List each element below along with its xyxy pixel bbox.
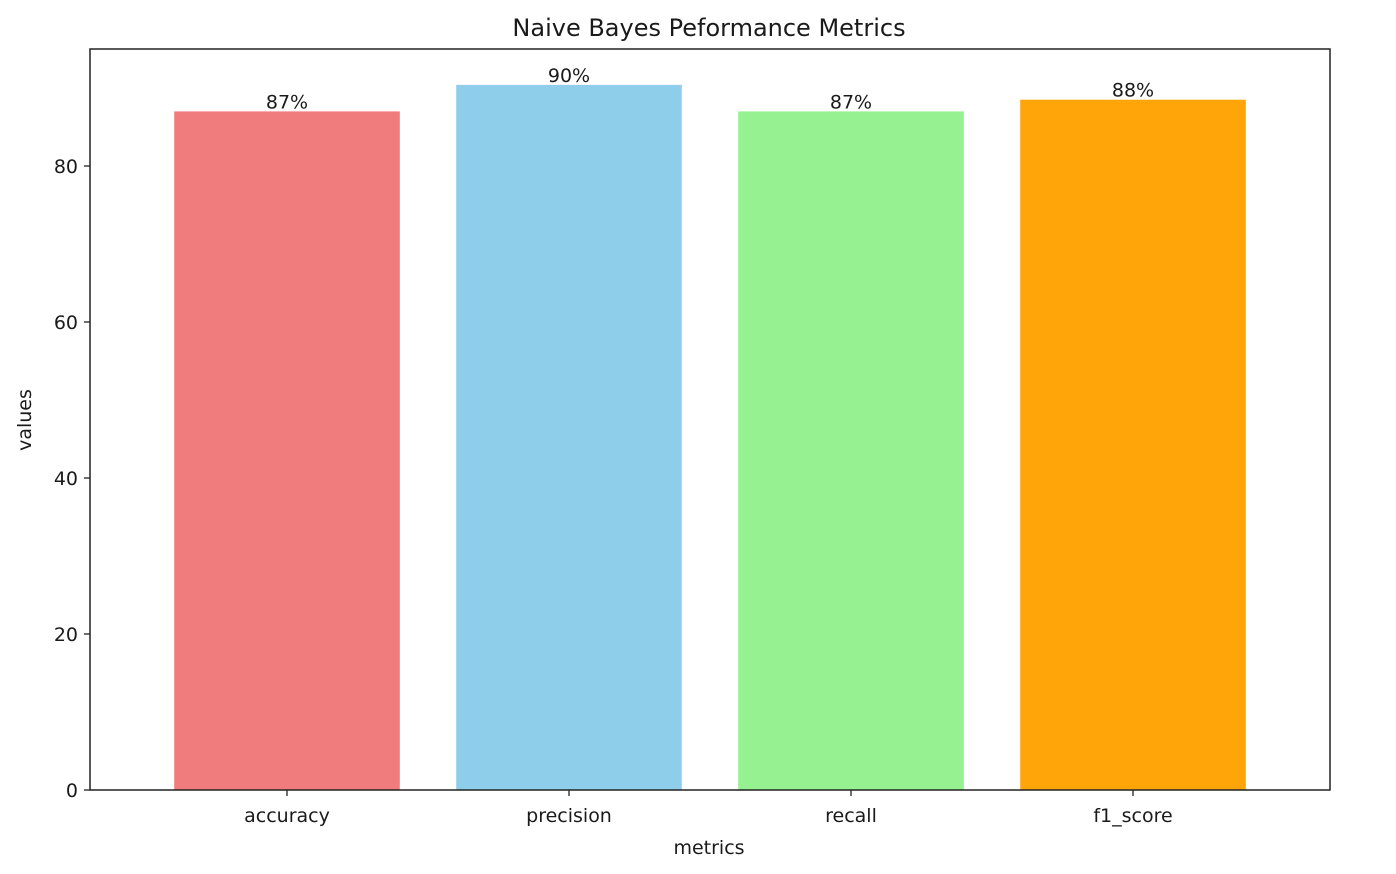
- x-tick-label: recall: [825, 805, 877, 827]
- y-tick-label: 60: [54, 312, 78, 334]
- x-axis-ticks: accuracy precision recall f1_score: [244, 790, 1173, 827]
- y-tick-label: 0: [66, 780, 78, 802]
- y-axis-label: values: [14, 389, 36, 451]
- x-tick-label: f1_score: [1093, 805, 1172, 827]
- x-tick-label: accuracy: [244, 805, 330, 827]
- bar-recall: [738, 111, 964, 790]
- y-tick-label: 20: [54, 624, 78, 646]
- x-axis-label: metrics: [673, 837, 744, 859]
- plot-area-frame: [89, 48, 1331, 791]
- chart-title: Naive Bayes Peformance Metrics: [512, 14, 905, 42]
- data-label-f1-score: 88%: [1112, 80, 1154, 102]
- x-tick-label: precision: [526, 805, 612, 827]
- data-label-accuracy: 87%: [266, 91, 308, 113]
- bar-precision: [456, 84, 682, 790]
- data-label-precision: 90%: [548, 65, 590, 87]
- bar-f1-score: [1020, 99, 1246, 790]
- y-tick-label: 40: [54, 468, 78, 490]
- data-label-recall: 87%: [830, 91, 872, 113]
- data-labels-group: 87% 90% 87% 88%: [266, 65, 1154, 114]
- bars-group: [174, 84, 1246, 790]
- y-tick-label: 80: [54, 156, 78, 178]
- y-axis-ticks: 0 20 40 60 80: [54, 156, 90, 802]
- bar-accuracy: [174, 111, 400, 790]
